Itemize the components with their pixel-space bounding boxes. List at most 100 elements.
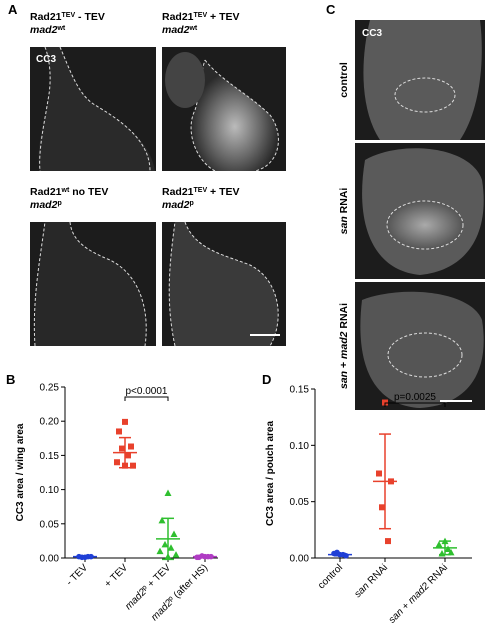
text-segment: RNAi (364, 562, 390, 588)
text-segment: control (316, 562, 345, 591)
text-segment: (after HS) (170, 562, 210, 602)
text-segment: mad2 (162, 24, 190, 36)
text-segment: no TEV (69, 186, 108, 198)
significance-bracket (124, 396, 169, 401)
text-segment: san (338, 216, 350, 234)
text-segment: san (338, 371, 350, 389)
text-segment: mad2 (162, 199, 190, 211)
stain-label: CC3 (362, 28, 382, 39)
data-point (119, 445, 125, 452)
image-label: control (338, 62, 350, 98)
micrograph (355, 282, 485, 410)
text-segment: Rad21 (30, 186, 62, 198)
y-axis-label: CC3 area / pouch area (265, 421, 276, 526)
p-value: p=0.0025 (394, 392, 436, 403)
text-segment: mad2 (30, 199, 58, 211)
micrograph (355, 143, 485, 279)
y-tick-label: 0.15 (290, 385, 310, 396)
text-segment: RNAi (338, 303, 350, 332)
p-value: p<0.0001 (126, 386, 168, 397)
text-segment: wt (61, 187, 70, 194)
data-point (130, 462, 136, 469)
image-label: san RNAi (338, 188, 350, 235)
micrograph: CC3 (355, 20, 485, 140)
image-label: mad2wt (162, 24, 198, 36)
data-point (156, 547, 164, 555)
text-segment: wt (56, 25, 65, 32)
y-axis-label: CC3 area / wing area (15, 423, 26, 521)
panel-letter: D (262, 372, 271, 387)
data-point (435, 540, 443, 548)
data-point (447, 548, 455, 556)
text-segment: mad2 (338, 331, 350, 359)
data-point (125, 452, 131, 459)
text-segment: wt (188, 25, 197, 32)
image-label: Rad21wt no TEV (30, 186, 108, 198)
text-segment: Rad21 (30, 11, 62, 23)
significance-bracket (384, 402, 446, 407)
y-tick-label: 0.15 (40, 451, 60, 462)
text-segment: + (338, 359, 350, 371)
y-tick-label: 0.05 (40, 519, 60, 530)
y-tick-label: 0.00 (290, 554, 310, 565)
text-segment: Rad21 (162, 186, 194, 198)
text-segment: control (338, 62, 350, 98)
text-segment: p (57, 200, 61, 207)
y-tick-label: 0.00 (40, 554, 60, 565)
micrograph (30, 221, 156, 347)
image-label: mad2p (30, 199, 62, 211)
stain-label: CC3 (36, 54, 56, 65)
text-segment: mad2 (30, 24, 58, 36)
y-tick-label: 0.10 (40, 485, 60, 496)
data-point (172, 551, 180, 558)
y-tick-label: 0.20 (40, 417, 60, 428)
y-tick-label: 0.25 (40, 383, 60, 394)
data-point (116, 428, 122, 435)
text-segment: p (141, 584, 149, 592)
data-point (444, 545, 452, 552)
image-label: mad2p (162, 199, 194, 211)
text-segment: + TEV (207, 186, 239, 198)
y-tick-label: 0.10 (290, 441, 310, 452)
text-segment: - TEV (75, 11, 105, 23)
text-segment: TEV (194, 12, 208, 19)
text-segment: Rad21 (162, 11, 194, 23)
x-tick-label: - TEV (64, 562, 90, 588)
data-point (164, 489, 172, 497)
text-segment: + TEV (103, 562, 131, 590)
data-point (170, 530, 178, 538)
data-point (161, 540, 169, 548)
data-point (114, 459, 120, 466)
text-segment: + TEV (144, 562, 174, 592)
data-point (128, 443, 134, 450)
x-tick-label: san RNAi (352, 562, 390, 600)
x-tick-label: san + mad2 RNAi (387, 562, 450, 625)
x-tick-label: control (316, 562, 345, 591)
text-segment: p (167, 595, 175, 603)
data-point (122, 418, 128, 425)
text-segment: RNAi (424, 562, 450, 588)
data-point (376, 470, 382, 477)
data-point (167, 544, 175, 551)
image-label: mad2wt (30, 24, 66, 36)
text-segment: RNAi (338, 188, 350, 217)
panel-letter: B (6, 372, 15, 387)
x-tick-label: + TEV (103, 562, 131, 590)
data-point (379, 504, 385, 511)
text-segment: TEV (194, 187, 208, 194)
data-point (385, 538, 391, 545)
image-label: san + mad2 RNAi (338, 303, 350, 389)
y-tick-label: 0.05 (290, 497, 310, 508)
micrograph (162, 221, 286, 347)
text-segment: - TEV (64, 562, 90, 588)
image-label: Rad21TEV - TEV (30, 11, 105, 23)
text-segment: + TEV (207, 11, 239, 23)
text-segment: p (189, 200, 193, 207)
image-label: Rad21TEV + TEV (162, 186, 240, 198)
panel-letter: C (326, 2, 336, 17)
image-label: Rad21TEV + TEV (162, 11, 240, 23)
text-segment: TEV (62, 12, 76, 19)
micrograph: CC3 (30, 46, 156, 172)
data-point (158, 516, 166, 524)
